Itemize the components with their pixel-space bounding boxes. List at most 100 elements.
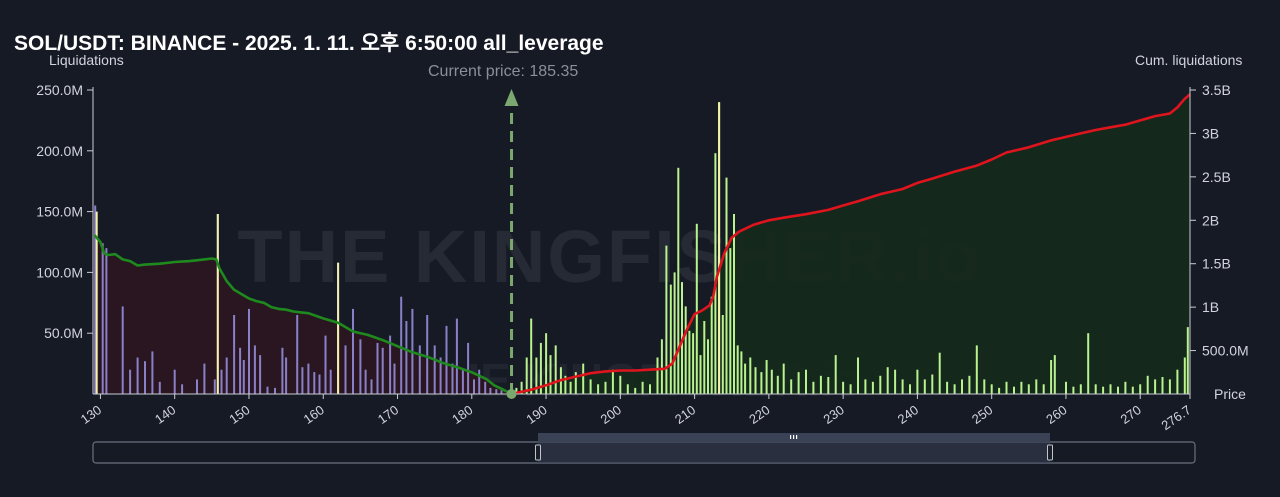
short-liquidation-bar [834,355,837,394]
short-liquidation-bar [564,375,567,394]
long-liquidation-bar [301,367,304,394]
short-liquidation-bar [673,272,676,394]
short-liquidation-bar [990,384,993,394]
highlight-bar [337,262,340,394]
long-liquidation-bar [274,387,276,394]
short-liquidation-bar [1050,360,1053,394]
long-liquidation-bar [400,296,403,394]
short-liquidation-bar [665,245,668,394]
short-liquidation-bar [849,384,852,394]
long-liquidation-bar [405,321,408,394]
short-liquidation-bar [692,333,695,394]
short-liquidation-bar [998,387,1001,394]
long-liquidation-bar [285,357,288,394]
short-liquidation-bar [931,374,934,394]
right-axis-title: Cum. liquidations [1135,52,1243,68]
short-liquidation-bar [797,372,800,394]
long-liquidation-bar [344,345,347,394]
long-liquidation-bar [389,335,392,394]
long-liquidation-bar [129,369,132,394]
short-liquidation-bar [1042,384,1045,394]
short-liquidation-bar [1013,386,1015,394]
x-tick-label: 260 [1043,402,1069,427]
x-tick-label: 150 [226,402,252,427]
short-liquidation-bar [754,367,757,394]
short-cumulative-area [511,94,1190,395]
short-liquidation-bar [961,379,963,394]
short-liquidation-bar [1102,386,1105,394]
long-liquidation-bar [281,347,284,394]
current-price-label: Current price: 185.35 [428,63,579,80]
short-liquidation-bar [765,360,768,394]
short-liquidation-bar [1035,379,1038,394]
short-liquidation-bar [684,306,687,394]
short-liquidation-bar [569,381,572,394]
short-liquidation-bar [819,375,822,394]
short-liquidation-bar [721,315,724,394]
long-liquidation-bar [213,379,216,394]
short-liquidation-bar [597,384,600,394]
short-liquidation-bar [901,379,904,394]
navigator-right-handle[interactable] [1047,444,1053,461]
short-liquidation-bar [894,369,897,394]
long-liquidation-bar [259,355,262,394]
short-liquidation-bar [1124,381,1127,394]
short-liquidation-bar [515,387,518,394]
long-liquidation-bar [352,308,354,394]
right-tick-label: 500.0M [1202,343,1249,359]
long-liquidation-bar [324,335,327,394]
navigator-left-handle[interactable] [535,444,541,461]
long-liquidation-bar [495,389,498,394]
highlight-bar [95,211,98,394]
left-tick-label: 100.0M [36,264,83,280]
short-liquidation-bar [539,342,542,394]
current-price-dot [506,389,517,399]
long-liquidation-bar [105,248,108,394]
left-axis-title: Liquidations [49,52,124,68]
current-price-arrow-icon [504,89,519,106]
short-liquidation-bar [744,363,747,394]
long-liquidation-bar [318,374,321,394]
long-cumulative-line [93,234,513,396]
short-liquidation-bar [660,339,663,394]
long-liquidation-bar [439,357,442,394]
right-tick-label: 2.5B [1202,169,1231,185]
long-liquidation-bar [94,205,97,394]
long-liquidation-bar [329,369,332,394]
long-liquidation-bar [158,381,161,394]
long-liquidation-bar [233,315,236,394]
long-liquidation-bar [381,347,384,394]
short-liquidation-bar [760,372,763,394]
long-liquidation-bar [376,342,379,394]
short-liquidation-bar [1131,386,1134,394]
long-liquidation-bar [220,369,223,394]
short-liquidation-bar [776,375,779,394]
x-tick-label: 240 [895,402,921,427]
short-liquidation-bar [1065,381,1067,394]
long-liquidation-bar [455,318,458,394]
short-liquidation-bar [1176,369,1179,394]
short-liquidation-bar [649,384,651,394]
long-liquidation-bar [433,345,436,394]
short-liquidation-bar [549,355,552,394]
short-liquidation-bar [725,177,728,394]
short-liquidation-bar [1094,384,1097,394]
range-navigator[interactable] [92,433,1196,464]
short-liquidation-bar [1109,384,1112,394]
navigator-selection[interactable] [538,442,1050,463]
long-liquidation-bar [203,363,206,394]
short-liquidation-bar [525,357,528,394]
long-liquidation-bar [426,315,429,394]
short-liquidation-bar [545,333,548,394]
x-tick-label: 270 [1118,402,1144,427]
short-liquidation-bar [626,384,629,394]
scrollbar-grip-icon[interactable] [790,435,798,439]
long-liquidation-bar [181,384,184,394]
short-liquidation-bar [842,381,845,394]
long-liquidation-bar [489,387,492,394]
short-liquidation-bar [1027,384,1030,394]
long-liquidation-bar [173,369,176,394]
short-liquidation-bar [1146,375,1149,394]
long-liquidation-bar [467,342,470,394]
short-liquidation-bar [812,381,815,394]
